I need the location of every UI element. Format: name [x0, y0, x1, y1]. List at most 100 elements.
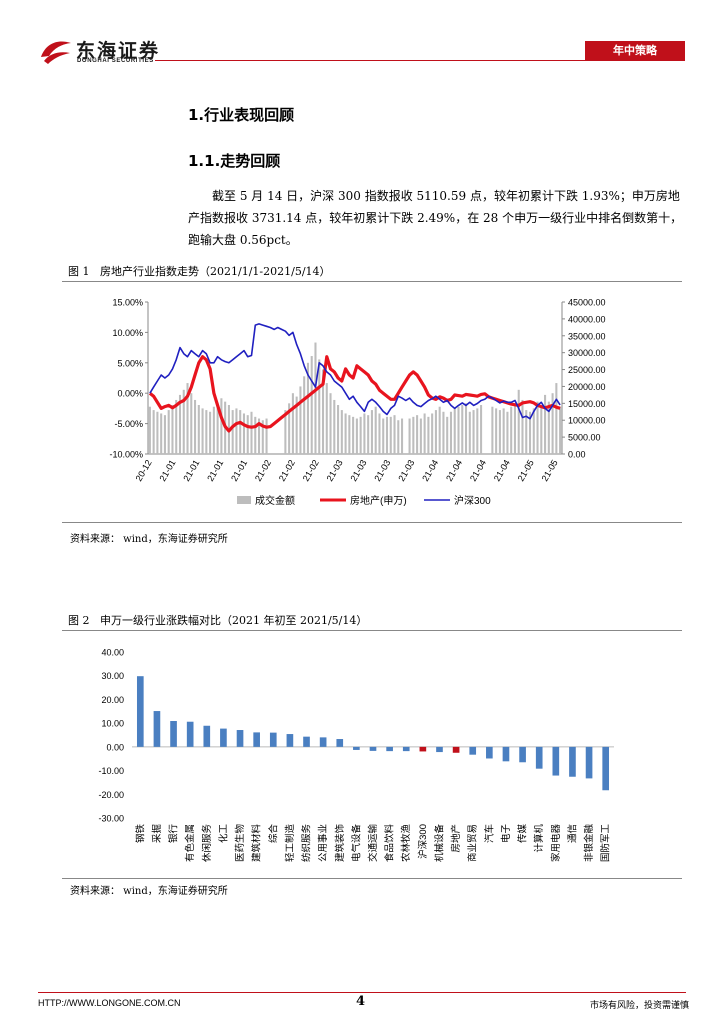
- turnover-bar: [521, 399, 524, 454]
- report-type-tag: 年中策略: [585, 41, 685, 61]
- right-tick-label: 40000.00: [568, 314, 606, 324]
- right-tick-label: 10000.00: [568, 416, 606, 426]
- category-label: 家用电器: [550, 824, 562, 863]
- logo-english: DONGHAI SECURITIES: [77, 58, 154, 64]
- category-label: 机械设备: [433, 824, 445, 863]
- category-label: 电气设备: [350, 824, 362, 863]
- turnover-bar: [363, 413, 366, 454]
- y-tick-label: -10.00: [98, 766, 124, 776]
- industry-bar: [203, 725, 211, 747]
- footer-disclaimer: 市场有风险，投资需谨慎: [590, 1000, 690, 1010]
- category-label: 农林牧渔: [400, 824, 412, 863]
- category-label: 纺织服务: [301, 824, 313, 863]
- turnover-bar: [431, 413, 434, 454]
- industry-bar: [486, 746, 493, 759]
- turnover-bar: [220, 398, 223, 454]
- category-label: 传媒: [517, 824, 529, 844]
- turnover-bar: [453, 408, 456, 454]
- industry-bar: [336, 739, 344, 747]
- turnover-bar: [175, 399, 178, 454]
- industry-bar: [602, 746, 610, 791]
- turnover-bar: [434, 410, 437, 454]
- turnover-bar: [540, 406, 543, 454]
- left-tick-label: 5.00%: [117, 358, 143, 368]
- x-tick-label: 21-03: [325, 458, 345, 483]
- turnover-bar: [457, 406, 460, 454]
- turnover-bar: [370, 410, 373, 454]
- category-label: 建筑装饰: [334, 824, 346, 862]
- turnover-bar: [480, 405, 483, 454]
- turnover-bar: [156, 411, 159, 454]
- turnover-bar: [412, 416, 415, 454]
- x-tick-label: 21-05: [516, 458, 536, 483]
- industry-bar: [436, 746, 443, 753]
- turnover-bar: [340, 410, 343, 454]
- turnover-bar: [288, 403, 291, 454]
- turnover-bar: [284, 410, 287, 454]
- turnover-bar: [148, 406, 151, 454]
- turnover-bar: [449, 411, 453, 454]
- category-label: 交通运输: [367, 824, 379, 863]
- x-tick-label: 21-01: [229, 458, 249, 483]
- category-label: 房地产: [450, 824, 462, 853]
- category-label: 商业贸易: [467, 824, 479, 862]
- turnover-bar: [389, 416, 392, 454]
- turnover-bar: [555, 383, 558, 454]
- turnover-bar: [525, 410, 528, 454]
- turnover-bar: [468, 411, 471, 454]
- category-label: 国防军工: [600, 824, 612, 863]
- paragraph-line: 跑输大盘 0.56pct。: [188, 233, 298, 247]
- turnover-bar: [333, 399, 336, 454]
- section-title: 1.行业表现回顾: [188, 106, 295, 124]
- x-tick-label: 21-03: [348, 458, 368, 483]
- turnover-bar: [544, 394, 547, 454]
- footer-url[interactable]: HTTP://WWW.LONGONE.COM.CN: [38, 998, 181, 1008]
- turnover-bar: [446, 416, 449, 454]
- right-tick-label: 20000.00: [568, 382, 606, 392]
- category-label: 公用事业: [317, 824, 329, 862]
- turnover-bar: [344, 413, 347, 454]
- turnover-bar: [495, 408, 498, 454]
- turnover-bar: [299, 386, 302, 454]
- figure1-caption: 图 1 房地产行业指数走势（2021/1/1-2021/5/14）: [68, 263, 331, 279]
- category-label: 钢铁: [134, 824, 146, 844]
- turnover-bar: [416, 415, 419, 454]
- logo-chinese: 东海证券: [76, 40, 161, 62]
- turnover-bar: [160, 413, 163, 454]
- turnover-bar: [186, 383, 189, 454]
- legend-property-label: 房地产(申万): [350, 494, 407, 507]
- section-subtitle: 1.1.走势回顾: [188, 152, 281, 170]
- industry-bar: [303, 736, 310, 747]
- turnover-bar: [397, 420, 400, 454]
- turnover-bar: [182, 389, 185, 454]
- figure1-source: 资料来源： wind，东海证券研究所: [70, 534, 228, 545]
- header-rule: [155, 60, 585, 61]
- header: 东海证券 DONGHAI SECURITIES 年中策略: [0, 0, 724, 70]
- y-tick-label: 0.00: [106, 742, 124, 752]
- turnover-bar: [261, 420, 264, 454]
- industry-bar: [519, 746, 526, 763]
- category-label: 汽车: [483, 824, 495, 843]
- turnover-bar: [472, 410, 475, 454]
- turnover-bar: [190, 393, 193, 454]
- turnover-bar: [231, 410, 234, 454]
- category-label: 通信: [566, 824, 578, 843]
- industry-bar: [269, 732, 277, 747]
- turnover-bar: [348, 415, 351, 454]
- x-tick-label: 21-01: [205, 458, 225, 483]
- turnover-bar: [532, 408, 535, 454]
- turnover-bar: [442, 411, 445, 454]
- x-tick-label: 21-01: [181, 458, 201, 483]
- left-tick-label: 10.00%: [112, 328, 143, 338]
- category-label: 银行: [168, 824, 180, 844]
- legend-hs300-label: 沪深300: [454, 494, 491, 507]
- turnover-bar: [257, 418, 261, 454]
- figure1-title: 房地产行业指数走势（2021/1/1-2021/5/14）: [100, 265, 331, 278]
- turnover-bar: [419, 418, 422, 454]
- industry-bar: [585, 746, 593, 779]
- industry-bar: [319, 737, 327, 747]
- figure2-label: 图 2: [68, 614, 90, 627]
- turnover-bar: [167, 410, 170, 454]
- turnover-bar: [378, 413, 381, 454]
- paragraph-line: 产指数报收 3731.14 点，较年初累计下跌 2.49%，在 28 个申万一级…: [188, 211, 683, 225]
